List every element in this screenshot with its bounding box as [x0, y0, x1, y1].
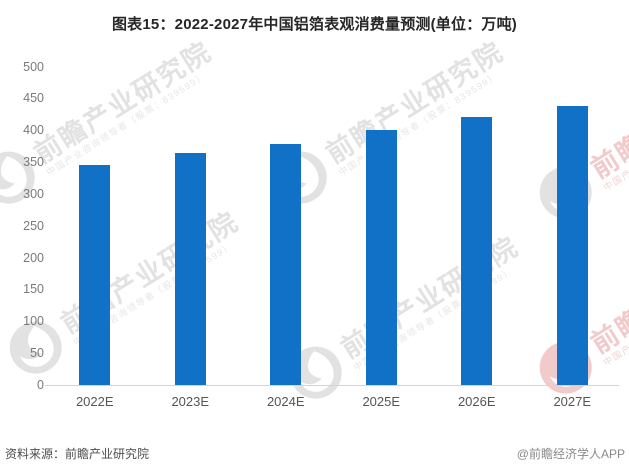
y-axis-tick-label: 250: [23, 218, 44, 233]
watermark-brand-text: 前瞻产业研究院: [28, 35, 217, 169]
x-axis-label: 2022E: [75, 394, 114, 409]
x-axis-label: 2025E: [362, 394, 401, 409]
bar-2026E: [461, 117, 493, 385]
y-axis-tick-label: 0: [37, 378, 44, 392]
source-note: 资料来源：前瞻产业研究院: [5, 447, 150, 461]
watermark-brand-text: 前瞻产业研究院: [585, 225, 629, 359]
watermark-brand-text: 前瞻产业研究院: [335, 230, 524, 364]
x-axis-label: 2023E: [171, 394, 210, 409]
x-axis-line: [45, 385, 619, 386]
watermark-brand-text: 前瞻产业研究院: [585, 50, 629, 184]
x-axis-label: 2024E: [266, 394, 305, 409]
watermark-tagline-text: 中国产业咨询领导者（股票：839599）: [601, 85, 629, 193]
bar-2025E: [365, 129, 397, 385]
y-axis-tick-label: 200: [23, 250, 44, 265]
credit-note: @前瞻经济学人APP: [516, 447, 625, 461]
y-axis-tick-label: 300: [23, 186, 44, 201]
y-axis-tick-label: 450: [23, 91, 44, 106]
bar-2022E: [79, 165, 111, 385]
y-axis-tick-label: 50: [30, 346, 44, 361]
y-axis-tick-label: 350: [23, 155, 44, 170]
watermark-tagline-text: 中国产业咨询领导者（股票：839599）: [601, 260, 629, 368]
x-axis-label: 2026E: [457, 394, 496, 409]
chart-title: 图表15：2022-2027年中国铝箔表观消费量预测(单位：万吨): [111, 16, 517, 33]
x-axis-label: 2027E: [553, 394, 592, 409]
bar-2024E: [270, 143, 302, 385]
bar-2023E: [174, 153, 206, 385]
bar-2027E: [556, 105, 588, 385]
y-axis-tick-label: 500: [23, 59, 44, 74]
y-axis-tick-label: 150: [23, 282, 44, 297]
y-axis-tick-label: 400: [23, 123, 44, 138]
y-axis-tick-label: 100: [23, 314, 44, 329]
